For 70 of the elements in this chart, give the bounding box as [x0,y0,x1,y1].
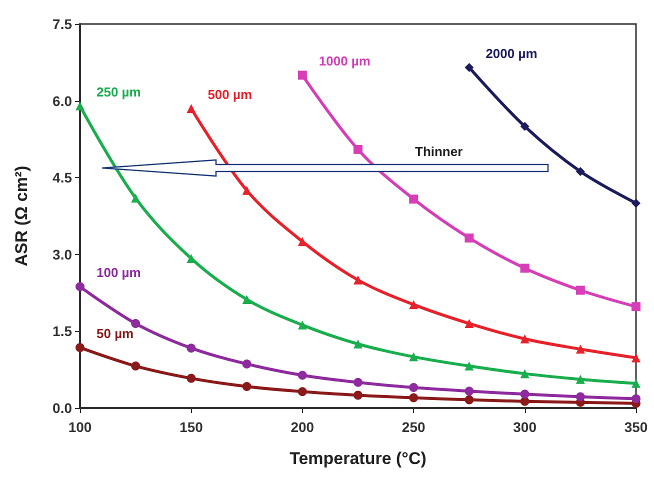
point [632,198,640,208]
point [242,294,252,304]
point [131,319,140,328]
point [464,386,474,396]
y-tick-label: 1.5 [52,323,72,340]
point [354,378,362,387]
point [186,104,196,113]
point [131,362,140,371]
point [464,319,474,328]
point [409,300,418,310]
point [576,344,585,354]
point [242,186,252,195]
point [409,194,418,204]
point [186,374,196,383]
point [242,359,252,368]
point [298,387,307,396]
point [298,370,307,380]
point [131,194,140,203]
point [464,362,474,371]
point [242,382,252,391]
point [520,369,530,378]
point [632,394,640,404]
point [576,286,585,295]
series-label: 250 µm [96,84,141,100]
point [354,340,362,348]
point [520,264,530,273]
y-tick-label: 3.0 [52,246,72,262]
x-tick-label: 200 [290,419,314,435]
y-axis-title: ASR (Ω cm²) [12,166,31,266]
y-tick-label: 4.5 [52,170,72,186]
x-tick-label: 100 [68,419,92,435]
point [464,395,474,404]
x-tick-label: 350 [624,419,648,435]
y-tick-label: 6.0 [52,92,72,109]
point [298,320,307,330]
point [409,383,418,392]
x-tick-label: 150 [180,419,204,435]
point [354,144,362,154]
point [76,101,84,110]
annotation: Thinner [415,144,463,159]
series-label: 500 µm [208,86,252,102]
series-label: 2000 µm [486,46,538,62]
y-tick-label: 0.0 [52,400,72,416]
point [354,390,362,400]
point [520,390,530,399]
point [576,374,585,384]
point [409,352,418,362]
point [576,392,585,402]
series-label: 100 µm [96,265,141,280]
point [632,302,640,312]
point [632,353,640,362]
series-label: 50 µm [96,326,134,342]
point [520,122,530,131]
point [520,334,530,344]
point [76,343,84,352]
point [576,166,585,176]
point [298,237,307,246]
point [354,276,362,284]
point [632,378,640,388]
series-label: 1000 µm [318,54,370,69]
point [464,63,474,72]
x-axis-title: Temperature (°C) [290,449,426,468]
x-tick-label: 250 [402,419,426,435]
x-tick-label: 300 [513,419,537,435]
point [464,234,474,243]
point [76,282,84,292]
y-tick-label: 7.5 [52,16,72,32]
point [186,344,196,353]
point [409,393,418,402]
point [298,70,307,80]
